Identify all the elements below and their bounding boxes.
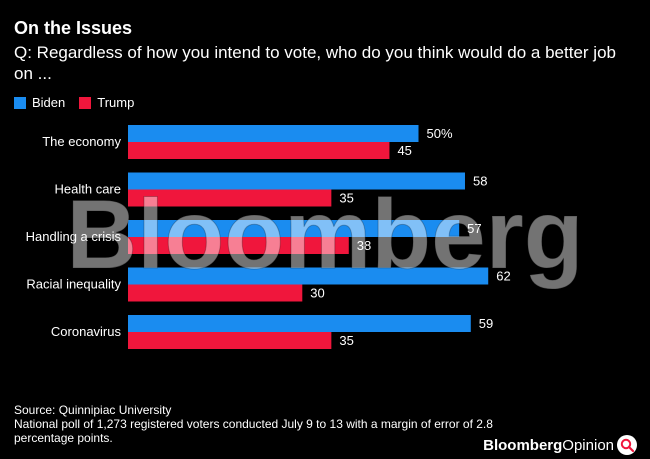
bars-layer: The economy 50% 45 Health care 58 35 Handling … — [26, 125, 511, 349]
logo-section: Opinion — [562, 436, 614, 454]
category-label-coronavirus: Coronavirus — [51, 324, 122, 339]
legend-label-trump: Trump — [97, 95, 135, 110]
legend-swatch-trump — [79, 96, 92, 109]
logo-brand: Bloomberg — [483, 436, 563, 454]
methodology-note: National poll of 1,273 registered voters… — [14, 417, 493, 445]
category-label-health-care: Health care — [55, 182, 121, 197]
category-label-handling-a-crisis: Handling a crisis — [26, 229, 122, 244]
data-label-biden-coronavirus: 59 — [479, 316, 493, 331]
legend-item-trump: Trump — [79, 95, 134, 110]
bar-trump-racial-inequality — [128, 284, 303, 302]
bar-trump-the-economy — [128, 142, 390, 159]
legend-label-biden: Biden — [32, 95, 66, 110]
bar-biden-handling-a-crisis — [128, 220, 460, 237]
category-label-racial-inequality: Racial inequality — [26, 277, 121, 292]
data-label-biden-health-care: 58 — [473, 174, 487, 189]
footer: Source: Quinnipiac University National p… — [14, 403, 534, 445]
source-note: Source: Quinnipiac University — [14, 403, 172, 417]
bar-biden-health-care — [128, 172, 465, 190]
bar-biden-racial-inequality — [128, 267, 489, 285]
bloomberg-opinion-logo: Bloomberg Opinion — [483, 434, 638, 456]
bar-biden-the-economy — [128, 125, 419, 142]
legend-swatch-biden — [14, 96, 26, 109]
bar-chart: The economy 50% 45 Health care 58 35 Handling … — [26, 125, 584, 349]
data-label-trump-coronavirus: 35 — [339, 333, 353, 348]
chart-title: On the Issues — [14, 18, 133, 38]
legend-item-biden: Biden — [14, 95, 65, 110]
data-label-biden-the-economy: 50% — [427, 126, 453, 141]
bloomberg-watermark: Bloomberg — [66, 179, 583, 289]
legend: Biden Trump — [14, 95, 148, 110]
data-label-biden-handling-a-crisis: 57 — [467, 221, 481, 236]
category-label-the-economy: The economy — [42, 134, 121, 149]
chart-subtitle: Q: Regardless of how you intend to vote,… — [14, 43, 616, 83]
data-label-trump-health-care: 35 — [339, 191, 353, 206]
data-label-trump-racial-inequality: 30 — [310, 286, 324, 301]
magnifier-icon — [617, 435, 637, 455]
data-label-trump-handling-a-crisis: 38 — [357, 238, 371, 253]
bar-trump-health-care — [128, 189, 332, 207]
data-label-trump-the-economy: 45 — [397, 143, 411, 158]
data-label-biden-racial-inequality: 62 — [496, 269, 510, 284]
bar-trump-handling-a-crisis — [128, 237, 349, 254]
bar-biden-coronavirus — [128, 315, 471, 332]
bar-trump-coronavirus — [128, 332, 332, 349]
